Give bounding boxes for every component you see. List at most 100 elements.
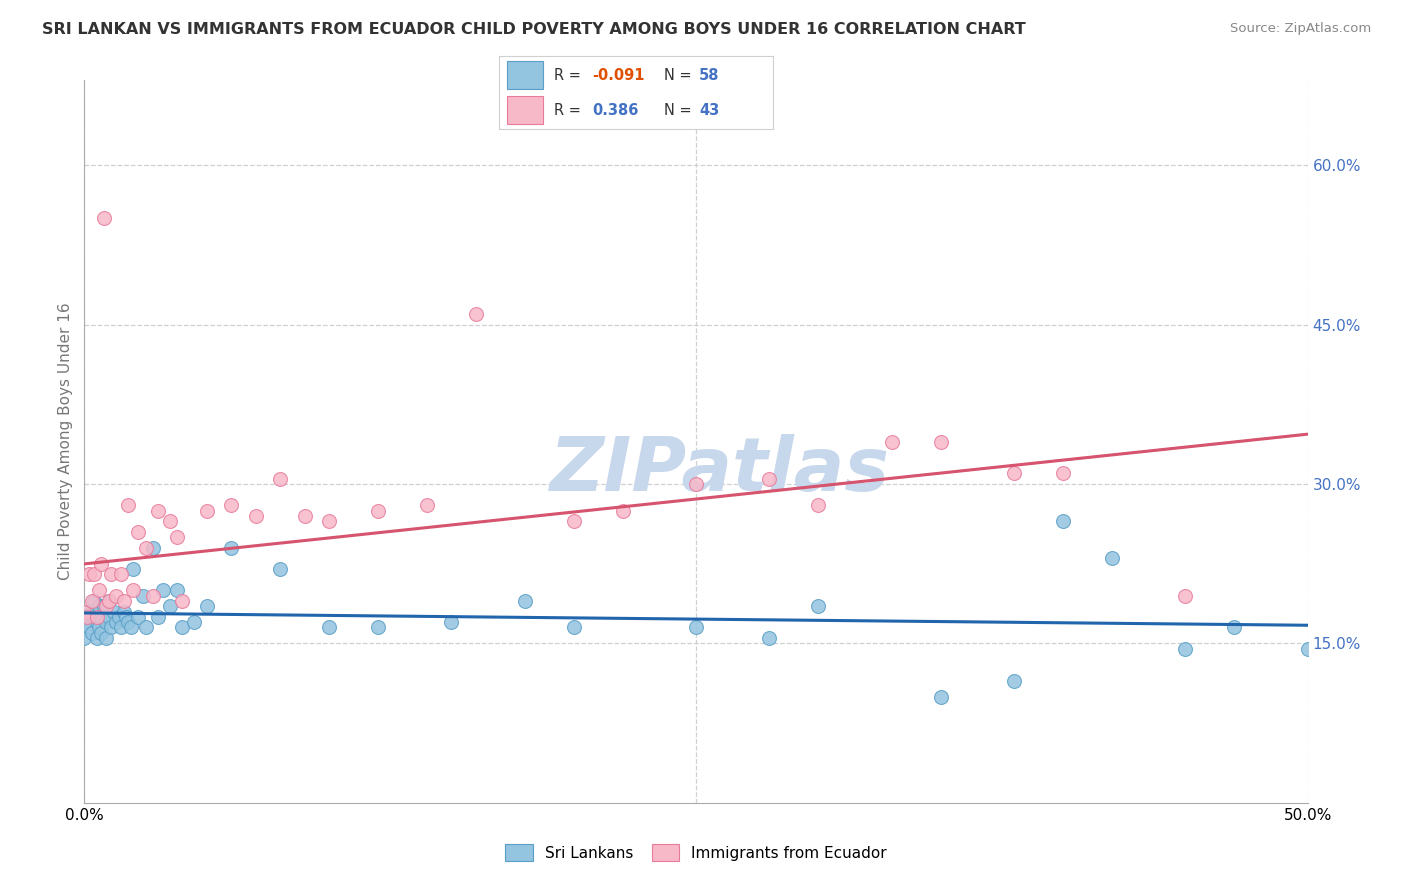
Point (929, 690, 952, 704)
Point (73, 605, 96, 619)
Point (807, 599, 830, 614)
Point (93, 599, 115, 614)
Point (294, 508, 316, 523)
Point (86, 615, 108, 630)
Point (96, 631, 118, 645)
Point (1174, 641, 1197, 656)
Point (318, 620, 340, 634)
Point (76, 610, 98, 624)
Point (97, 594, 120, 608)
Point (77, 620, 100, 634)
Point (100, 567, 122, 582)
Point (166, 530, 188, 544)
Point (562, 514, 585, 528)
Point (87, 620, 110, 634)
Point (146, 610, 169, 624)
Y-axis label: Child Poverty Among Boys Under 16: Child Poverty Among Boys Under 16 (58, 302, 73, 581)
Point (172, 620, 194, 634)
Point (103, 605, 125, 619)
Point (80, 625, 103, 640)
Point (183, 615, 205, 630)
Point (122, 562, 145, 576)
Point (97, 610, 120, 624)
Point (1296, 641, 1319, 656)
Point (87, 599, 110, 614)
Text: -0.091: -0.091 (592, 68, 645, 83)
Point (685, 620, 707, 634)
Point (195, 503, 218, 517)
Point (195, 599, 218, 614)
Point (127, 524, 149, 539)
Point (86, 631, 108, 645)
Point (685, 477, 707, 491)
Point (562, 620, 585, 634)
Point (612, 503, 634, 517)
Point (367, 620, 389, 634)
Text: 43: 43 (699, 103, 720, 118)
Point (367, 503, 389, 517)
Point (758, 472, 780, 486)
Text: 58: 58 (699, 68, 720, 83)
Point (146, 503, 169, 517)
FancyBboxPatch shape (508, 96, 543, 124)
Point (219, 498, 242, 512)
Point (90, 625, 112, 640)
Point (80, 594, 103, 608)
Point (513, 594, 536, 608)
Point (83, 567, 105, 582)
Point (86, 610, 108, 624)
Text: ZIPatlas: ZIPatlas (550, 434, 890, 507)
Point (1223, 620, 1246, 634)
Point (80, 605, 103, 619)
Point (142, 589, 165, 603)
Point (135, 620, 157, 634)
Point (166, 583, 188, 598)
Point (127, 610, 149, 624)
Point (76, 610, 98, 624)
Point (100, 620, 122, 634)
Point (132, 589, 155, 603)
Point (172, 594, 194, 608)
Point (440, 615, 463, 630)
Point (1052, 514, 1074, 528)
Point (110, 567, 132, 582)
Point (105, 615, 128, 630)
Point (142, 541, 165, 555)
Point (245, 508, 267, 523)
Point (93, 211, 115, 226)
Point (120, 620, 142, 634)
Point (97, 594, 120, 608)
Point (269, 472, 291, 486)
Point (73, 605, 96, 619)
Point (73, 631, 96, 645)
Point (77, 567, 100, 582)
Point (159, 599, 181, 614)
Point (117, 615, 139, 630)
Point (112, 594, 135, 608)
Text: 0.386: 0.386 (592, 103, 638, 118)
Point (90, 610, 112, 624)
Text: SRI LANKAN VS IMMIGRANTS FROM ECUADOR CHILD POVERTY AMONG BOYS UNDER 16 CORRELAT: SRI LANKAN VS IMMIGRANTS FROM ECUADOR CH… (42, 22, 1026, 37)
Point (1174, 589, 1197, 603)
Point (122, 583, 145, 598)
Text: N =: N = (664, 68, 696, 83)
Point (807, 498, 830, 512)
Point (152, 583, 174, 598)
Point (159, 514, 181, 528)
Point (83, 594, 105, 608)
Point (96, 615, 118, 630)
Point (83, 610, 105, 624)
Point (112, 605, 135, 619)
Point (87, 583, 110, 598)
Point (758, 631, 780, 645)
Point (880, 434, 903, 449)
Point (117, 498, 139, 512)
Text: N =: N = (664, 103, 696, 118)
Point (269, 562, 291, 576)
Point (73, 615, 96, 630)
Text: Source: ZipAtlas.com: Source: ZipAtlas.com (1230, 22, 1371, 36)
Text: R =: R = (554, 68, 585, 83)
Point (90, 557, 112, 571)
Legend: Sri Lankans, Immigrants from Ecuador: Sri Lankans, Immigrants from Ecuador (499, 838, 893, 867)
Point (416, 498, 439, 512)
